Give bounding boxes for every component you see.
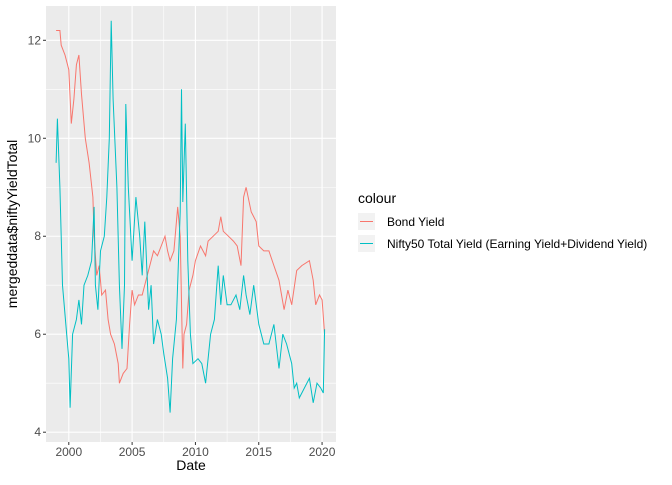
x-tick-label: 2000 — [55, 445, 82, 459]
series-line-bond-yield — [56, 30, 326, 384]
x-tick-label: 2005 — [119, 445, 146, 459]
series-line-nifty50 — [55, 20, 326, 413]
plot-panel — [46, 6, 336, 442]
y-tick-label: 4 — [34, 425, 41, 439]
x-tick-label: 2015 — [245, 445, 272, 459]
y-axis-label: mergeddata$niftyYieldTotal — [4, 140, 20, 308]
legend: colour Bond Yield Nifty50 Total Yield (E… — [358, 190, 647, 252]
x-axis-label: Date — [176, 457, 206, 473]
y-tick-label: 10 — [28, 131, 42, 145]
x-tick-label: 2010 — [182, 445, 209, 459]
y-tick-label: 6 — [34, 327, 41, 341]
y-tick-label: 8 — [34, 229, 41, 243]
legend-title: colour — [358, 190, 396, 206]
y-tick-label: 12 — [28, 33, 42, 47]
legend-label-nifty50: Nifty50 Total Yield (Earning Yield+Divid… — [387, 237, 647, 251]
legend-label-bond-yield: Bond Yield — [387, 215, 444, 229]
x-tick-label: 2020 — [309, 445, 336, 459]
